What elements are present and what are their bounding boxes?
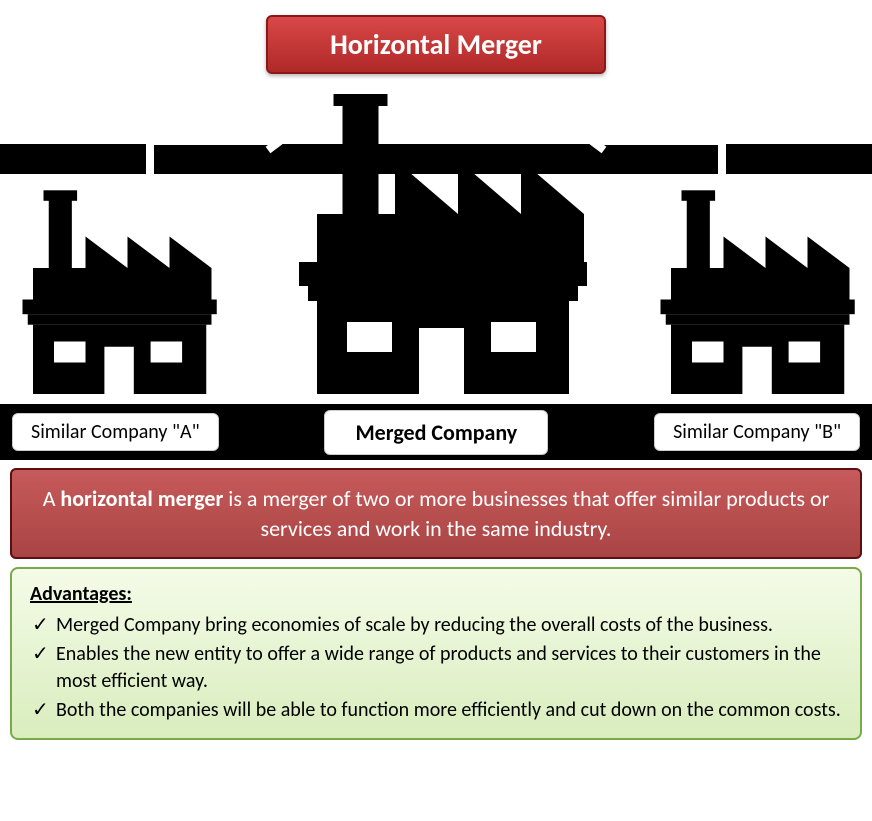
- labels-row: Similar Company "A" Merged Company Simil…: [0, 404, 872, 460]
- advantages-heading: Advantages:: [30, 581, 842, 608]
- definition-text: is a merger of two or more businesses th…: [223, 485, 829, 542]
- definition-box: A horizontal merger is a merger of two o…: [10, 468, 862, 559]
- label-company-a: Similar Company "A": [12, 413, 219, 451]
- title-text: Horizontal Merger: [330, 27, 542, 62]
- factory-left-icon: [12, 184, 222, 394]
- label-company-a-text: Similar Company "A": [31, 420, 200, 444]
- label-company-b-text: Similar Company "B": [673, 420, 841, 444]
- diagram-area: [0, 84, 872, 404]
- advantages-list: Merged Company bring economies of scale …: [30, 612, 842, 724]
- title-box: Horizontal Merger: [266, 15, 606, 74]
- infographic-container: Horizontal Merger: [0, 15, 872, 740]
- label-company-b: Similar Company "B": [654, 413, 860, 451]
- definition-prefix: A: [43, 485, 61, 512]
- definition-term: horizontal merger: [60, 485, 223, 512]
- factory-center-icon: [290, 94, 590, 394]
- advantage-item: Merged Company bring economies of scale …: [30, 612, 842, 639]
- label-merged: Merged Company: [324, 410, 548, 455]
- advantage-item: Both the companies will be able to funct…: [30, 697, 842, 724]
- arrow-left-icon: [130, 126, 310, 186]
- factory-right-icon: [650, 184, 860, 394]
- label-merged-text: Merged Company: [355, 419, 517, 446]
- advantages-box: Advantages: Merged Company bring economi…: [10, 567, 862, 740]
- advantage-item: Enables the new entity to offer a wide r…: [30, 641, 842, 695]
